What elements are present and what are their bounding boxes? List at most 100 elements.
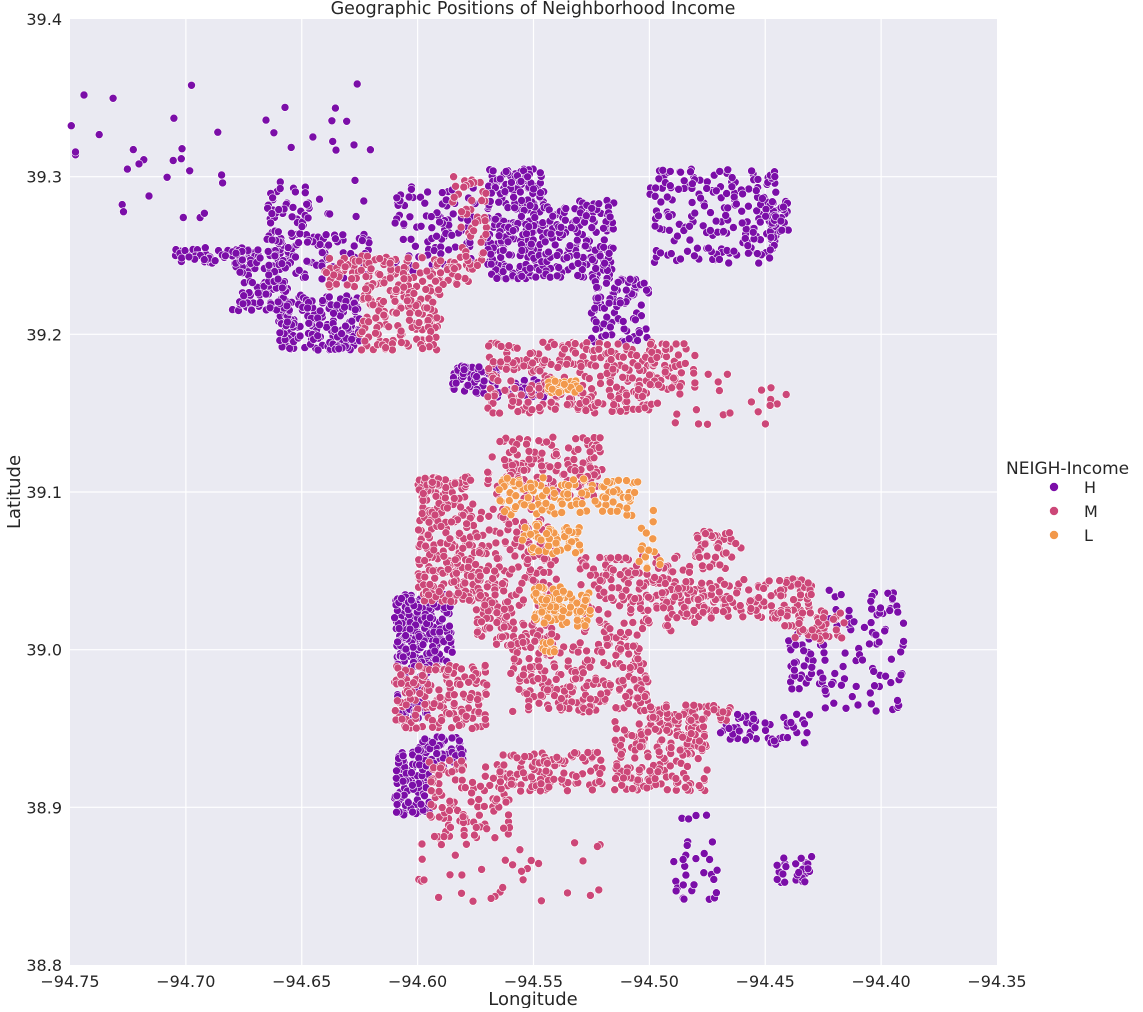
data-point [881, 627, 889, 635]
data-point [837, 591, 845, 599]
data-point [476, 515, 484, 523]
data-point [462, 712, 470, 720]
data-point [572, 435, 580, 443]
data-point [432, 666, 440, 674]
data-point [588, 204, 596, 212]
data-point [698, 562, 706, 570]
data-point [473, 261, 481, 269]
data-point [654, 399, 662, 407]
data-point [703, 184, 711, 192]
data-point [450, 578, 458, 586]
data-point [493, 274, 501, 282]
data-point [459, 544, 467, 552]
data-point [542, 767, 550, 775]
data-point [399, 235, 407, 243]
data-point [535, 404, 543, 412]
data-point [597, 690, 605, 698]
data-point [372, 329, 380, 337]
data-point [436, 693, 444, 701]
data-point [472, 388, 480, 396]
data-point [611, 718, 619, 726]
data-point [422, 285, 430, 293]
data-point [597, 756, 605, 764]
data-point [473, 373, 481, 381]
data-point [550, 775, 558, 783]
data-point [747, 398, 755, 406]
data-point [402, 632, 410, 640]
data-point [469, 778, 477, 786]
data-point [636, 743, 644, 751]
data-point [613, 383, 621, 391]
data-point [335, 345, 343, 353]
data-point [473, 628, 481, 636]
data-point [571, 340, 579, 348]
data-point [510, 446, 518, 454]
data-point [592, 265, 600, 273]
data-point [283, 302, 291, 310]
data-point [706, 227, 714, 235]
data-point [750, 715, 758, 723]
data-point [458, 871, 466, 879]
data-point [622, 692, 630, 700]
data-point [804, 865, 812, 873]
data-point [705, 244, 713, 252]
data-point [467, 572, 475, 580]
data-point [265, 271, 273, 279]
data-point [350, 283, 358, 291]
data-point [777, 217, 785, 225]
data-point [586, 663, 594, 671]
data-point [595, 444, 603, 452]
data-point [662, 703, 670, 711]
data-point [493, 795, 501, 803]
data-point [528, 406, 536, 414]
data-point [772, 188, 780, 196]
data-point [421, 573, 429, 581]
data-point [632, 569, 640, 577]
data-point [751, 724, 759, 732]
data-point [537, 780, 545, 788]
data-point [214, 128, 222, 136]
data-point [606, 625, 614, 633]
data-point [540, 555, 548, 563]
data-point [404, 254, 412, 262]
data-point [322, 231, 330, 239]
data-point [627, 606, 635, 614]
data-point [482, 189, 490, 197]
data-point [782, 863, 790, 871]
data-point [715, 255, 723, 263]
data-point [762, 726, 770, 734]
data-point [483, 567, 491, 575]
data-point [717, 729, 725, 737]
data-point [635, 329, 643, 337]
data-point [239, 300, 247, 308]
data-point [654, 768, 662, 776]
data-point [808, 853, 816, 861]
data-point [630, 676, 638, 684]
data-point [466, 694, 474, 702]
data-point [597, 380, 605, 388]
data-point [418, 855, 426, 863]
data-point [690, 881, 698, 889]
data-point [432, 492, 440, 500]
data-point [509, 227, 517, 235]
data-point [723, 370, 731, 378]
data-point [531, 637, 539, 645]
data-point [738, 207, 746, 215]
data-point [332, 146, 340, 154]
data-point [428, 478, 436, 486]
data-point [784, 734, 792, 742]
data-point [672, 775, 680, 783]
data-point [572, 675, 580, 683]
data-point [518, 247, 526, 255]
data-point [644, 617, 652, 625]
data-point [391, 219, 399, 227]
data-point [501, 856, 509, 864]
data-point [448, 768, 456, 776]
data-point [602, 494, 610, 502]
data-point [429, 567, 437, 575]
data-point [348, 335, 356, 343]
data-point [623, 504, 631, 512]
data-point [296, 230, 304, 238]
data-point [725, 259, 733, 267]
data-point [456, 681, 464, 689]
